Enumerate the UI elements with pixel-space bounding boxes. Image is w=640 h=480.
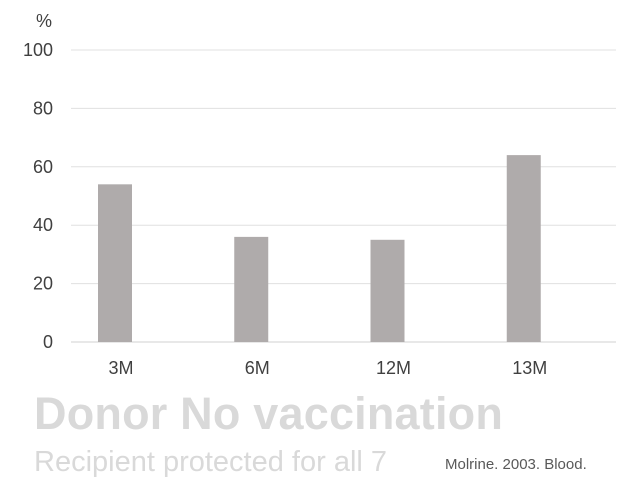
y-tick-label: 40	[33, 215, 53, 235]
bar-13M	[506, 155, 541, 342]
x-tick-label: 12M	[376, 358, 411, 378]
caption-subtitle: Recipient protected for all 7	[34, 446, 388, 478]
bar-12M	[370, 239, 405, 342]
y-tick-label: 20	[33, 274, 53, 294]
x-tick-label: 13M	[512, 358, 547, 378]
x-axis-ticks: 3M 6M 12M 13M	[108, 358, 547, 378]
y-axis-unit-label: %	[36, 11, 52, 31]
bar-6M	[234, 236, 269, 342]
y-tick-label: 60	[33, 157, 53, 177]
source-citation: Molrine. 2003. Blood.	[445, 456, 587, 473]
y-axis-ticks: 0 20 40 60 80 100	[23, 40, 53, 352]
y-tick-label: 0	[43, 332, 53, 352]
x-tick-label: 3M	[108, 358, 133, 378]
y-tick-label: 80	[33, 98, 53, 118]
bars	[98, 155, 541, 342]
y-tick-label: 100	[23, 40, 53, 60]
caption-title: Donor No vaccination	[34, 388, 504, 439]
x-tick-label: 6M	[245, 358, 270, 378]
bar-3M	[98, 184, 132, 342]
bar-chart: % 0 20 40 60 80 100 3M 6M 12M 13M	[23, 11, 616, 378]
